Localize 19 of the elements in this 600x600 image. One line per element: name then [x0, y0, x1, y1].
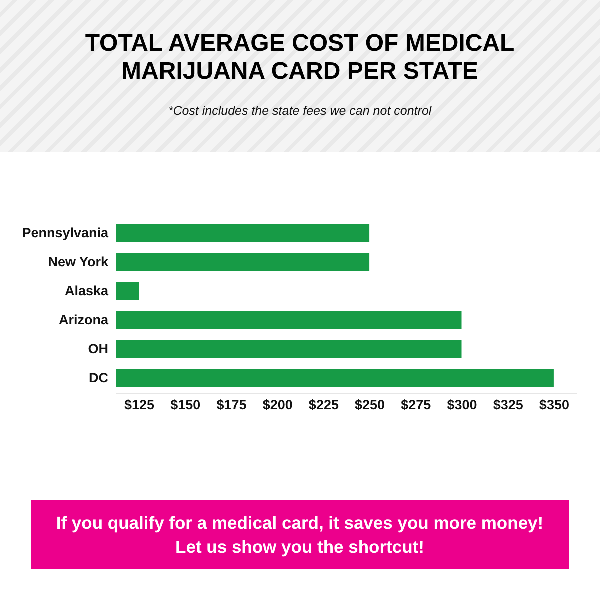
chart-subtitle: *Cost includes the state fees we can not control — [167, 104, 433, 118]
x-tick-label: $175 — [216, 398, 248, 412]
x-tick-label: $150 — [170, 398, 201, 412]
chart-title: TOTAL AVERAGE COST OF MEDICAL MARIJUANA CARD PER STATE — [84, 30, 516, 86]
x-tick-label: $275 — [401, 398, 432, 412]
x-tick-label: $325 — [493, 398, 524, 412]
y-tick-label: Pennsylvania — [22, 226, 109, 240]
y-tick-label: Alaska — [64, 284, 109, 298]
x-tick-label: $300 — [447, 398, 478, 412]
x-tick-label: $125 — [124, 398, 156, 412]
x-tick-label: $250 — [355, 398, 386, 412]
y-tick-label: Arizona — [58, 312, 109, 328]
y-tick-label: New York — [48, 254, 109, 270]
y-tick-label: OH — [88, 342, 108, 356]
x-tick-label: $350 — [539, 398, 570, 412]
text: If you qualify for a medical card, it saves you more money! Let us show you the shortcut! — [55, 512, 545, 559]
x-tick-label: $200 — [262, 398, 293, 412]
y-tick-label: DC — [89, 370, 109, 386]
x-tick-label: $225 — [308, 398, 340, 412]
